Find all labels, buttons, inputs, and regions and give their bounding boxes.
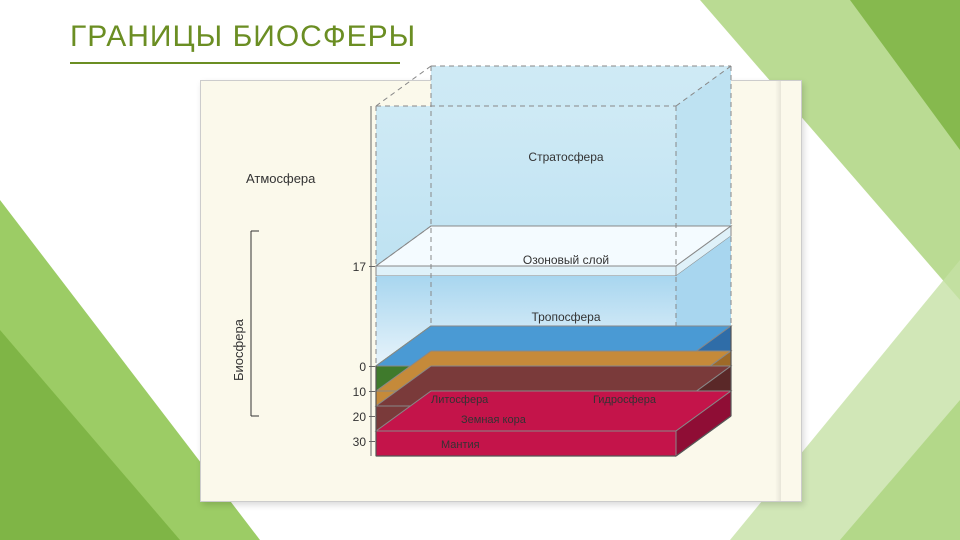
diagram-card: Атмосфера Биосфера 170102030 Стратосфера… — [200, 80, 802, 502]
svg-text:Тропосфера: Тропосфера — [531, 310, 600, 324]
svg-text:Земная кора: Земная кора — [461, 414, 527, 426]
slide: ГРАНИЦЫ БИОСФЕРЫ Атмосфера Биосфера 1701… — [0, 0, 960, 540]
scale-tick: 10 — [341, 385, 366, 399]
scale-tick: 17 — [341, 260, 366, 274]
scale-tick: 30 — [341, 435, 366, 449]
scale-tick: 0 — [341, 360, 366, 374]
scale-tick: 20 — [341, 410, 366, 424]
svg-text:Мантия: Мантия — [441, 439, 480, 451]
page-title: ГРАНИЦЫ БИОСФЕРЫ — [70, 20, 416, 54]
title-underline — [70, 62, 400, 64]
svg-text:Озоновый слой: Озоновый слой — [523, 253, 609, 267]
svg-text:Литосфера: Литосфера — [431, 394, 489, 406]
svg-text:Стратосфера: Стратосфера — [528, 150, 604, 164]
svg-text:Гидросфера: Гидросфера — [593, 394, 657, 406]
card-shadow — [775, 81, 781, 501]
biosphere-cube: Стратосфера Озоновый слой Тропосфера Литосф… — [376, 106, 756, 486]
